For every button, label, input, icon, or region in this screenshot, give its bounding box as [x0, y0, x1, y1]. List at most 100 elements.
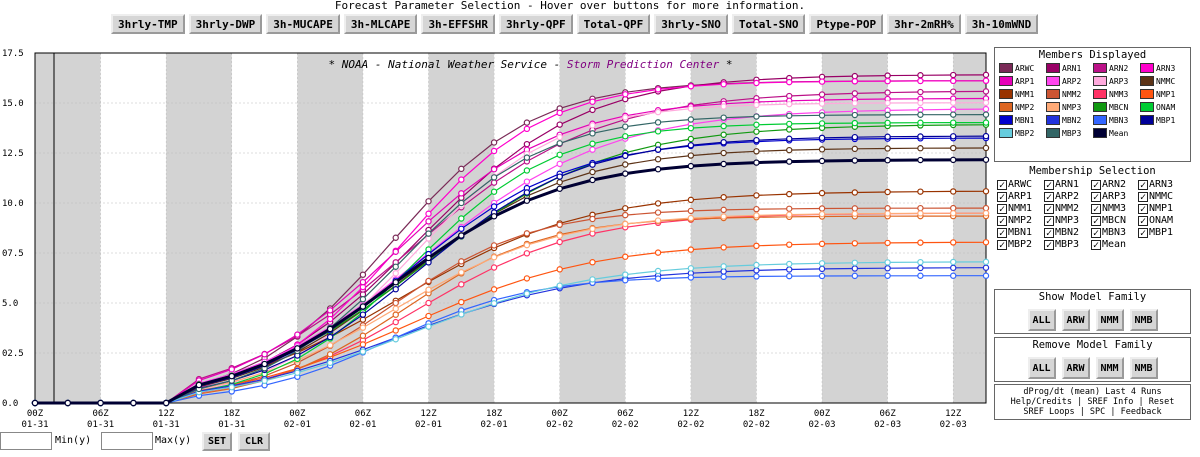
member-checkbox-nmmc[interactable]: ✓ NMMC [1138, 191, 1185, 202]
param-button-3hrly-qpf[interactable]: 3hrly-QPF [499, 14, 573, 34]
point-mbp2 [720, 263, 727, 270]
member-checkbox-arn1[interactable]: ✓ ARN1 [1044, 179, 1091, 190]
remove-nmm-button[interactable]: NMM [1095, 357, 1124, 379]
member-checkbox-mbp1[interactable]: ✓ MBP1 [1138, 227, 1185, 238]
checkbox[interactable]: ✓ [1138, 227, 1148, 239]
member-checkbox-arn3[interactable]: ✓ ARN3 [1138, 179, 1185, 190]
member-checkbox-onam[interactable]: ✓ ONAM [1138, 215, 1185, 226]
remove-family-buttons: ALL ARW NMM NMB [995, 357, 1190, 379]
checkbox[interactable]: ✓ [1044, 179, 1054, 191]
member-checkbox-mbn2[interactable]: ✓ MBN2 [1044, 227, 1091, 238]
min-y-input[interactable] [0, 432, 52, 450]
show-arw-button[interactable]: ARW [1061, 309, 1090, 331]
checkbox[interactable]: ✓ [1138, 215, 1148, 227]
member-checkbox-nmm2[interactable]: ✓ NMM2 [1044, 203, 1091, 214]
point-nmp2 [326, 351, 334, 358]
checkbox[interactable]: ✓ [997, 227, 1007, 239]
checkbox[interactable]: ✓ [1091, 227, 1101, 239]
checkbox-label: ARN2 [1102, 179, 1127, 190]
point-nmp1 [786, 241, 793, 248]
point-arn1 [950, 71, 957, 79]
checkbox[interactable]: ✓ [1091, 179, 1101, 191]
checkbox[interactable]: ✓ [1138, 191, 1148, 203]
checkbox[interactable]: ✓ [1044, 227, 1054, 239]
clr-button[interactable]: CLR [238, 432, 270, 451]
checkbox[interactable]: ✓ [997, 239, 1007, 251]
point-arwc [392, 234, 399, 241]
show-all-button[interactable]: ALL [1027, 309, 1056, 331]
param-button-3h-mlcape[interactable]: 3h-MLCAPE [343, 14, 418, 34]
member-checkbox-nmp2[interactable]: ✓ NMP2 [997, 215, 1044, 226]
help-info-reset-links[interactable]: Help/Credits | SREF Info | Reset [1010, 397, 1175, 407]
legend-swatch [1093, 63, 1107, 73]
param-button-3hrly-sno[interactable]: 3hrly-SNO [654, 14, 728, 34]
show-nmb-button[interactable]: NMB [1129, 309, 1158, 331]
member-checkbox-mbn1[interactable]: ✓ MBN1 [997, 227, 1044, 238]
checkbox-label: ARWC [1008, 179, 1033, 190]
remove-nmb-button[interactable]: NMB [1129, 357, 1158, 379]
checkbox[interactable]: ✓ [1044, 203, 1054, 215]
point-mbn3 [786, 272, 793, 280]
param-button-total-sno[interactable]: Total-SNO [731, 14, 806, 34]
param-button-3hrly-tmp[interactable]: 3hrly-TMP [111, 14, 185, 34]
dprog-link[interactable]: dProg/dt (mean) Last 4 Runs [1023, 387, 1162, 397]
member-checkbox-nmm3[interactable]: ✓ NMM3 [1091, 203, 1138, 214]
checkbox[interactable]: ✓ [1138, 203, 1148, 215]
member-checkbox-nmp1[interactable]: ✓ NMP1 [1138, 203, 1185, 214]
remove-all-button[interactable]: ALL [1027, 357, 1056, 379]
param-button-3h-effshr[interactable]: 3h-EFFSHR [421, 14, 496, 34]
set-button[interactable]: SET [202, 432, 232, 451]
checkbox[interactable]: ✓ [997, 191, 1007, 203]
member-checkbox-mbp3[interactable]: ✓ MBP3 [1044, 239, 1091, 250]
checkbox[interactable]: ✓ [1091, 203, 1101, 215]
param-button-3h-10mwnd[interactable]: 3h-10mWND [964, 14, 1039, 34]
point-arp3 [392, 270, 399, 277]
checkbox[interactable]: ✓ [1091, 191, 1101, 203]
loops-spc-feedback-links[interactable]: SREF Loops | SPC | Feedback [1023, 407, 1162, 417]
member-checkbox-mbp2[interactable]: ✓ MBP2 [997, 239, 1044, 250]
member-checkbox-arn2[interactable]: ✓ ARN2 [1091, 179, 1138, 190]
point-nmp3 [786, 211, 793, 218]
point-mbp3 [622, 123, 629, 130]
checkbox[interactable]: ✓ [1044, 191, 1054, 203]
point-nmp3 [753, 212, 760, 219]
member-checkbox-mbcn[interactable]: ✓ MBCN [1091, 215, 1138, 226]
point-arn2 [982, 88, 990, 95]
legend-item-nmm3: NMM3 [1093, 89, 1140, 99]
param-button-ptype-pop[interactable]: Ptype-POP [809, 14, 884, 34]
point-onam [490, 188, 498, 195]
member-checkbox-nmp3[interactable]: ✓ NMP3 [1044, 215, 1091, 226]
param-button-3h-mucape[interactable]: 3h-MUCAPE [266, 14, 340, 34]
chart-banner: * NOAA - National Weather Service - Stor… [329, 58, 733, 71]
member-checkbox-arp3[interactable]: ✓ ARP3 [1091, 191, 1138, 202]
checkbox[interactable]: ✓ [1091, 215, 1101, 227]
member-checkbox-arwc[interactable]: ✓ ARWC [997, 179, 1044, 190]
member-checkbox-nmm1[interactable]: ✓ NMM1 [997, 203, 1044, 214]
chart-area: 0.0 02.5 5.0 07.5 10.0 12.5 15.0 17.5 00Z 01-31 06… [0, 47, 993, 430]
param-button-3hrly-dwp[interactable]: 3hrly-DWP [188, 14, 263, 34]
max-y-input[interactable] [101, 432, 153, 450]
point-mbn3 [687, 274, 695, 281]
member-checkbox-mean[interactable]: ✓ Mean [1091, 239, 1138, 250]
member-checkbox-arp2[interactable]: ✓ ARP2 [1044, 191, 1091, 202]
show-nmm-button[interactable]: NMM [1095, 309, 1124, 331]
checkbox[interactable]: ✓ [997, 215, 1007, 227]
member-checkbox-mbn3[interactable]: ✓ MBN3 [1091, 227, 1138, 238]
point-nmm2 [458, 258, 465, 265]
member-checkbox-arp1[interactable]: ✓ ARP1 [997, 191, 1044, 202]
checkbox[interactable]: ✓ [1138, 179, 1148, 191]
checkbox[interactable]: ✓ [1091, 239, 1101, 251]
param-button-3hr-2mrh-[interactable]: 3hr-2mRH% [887, 14, 961, 34]
point-arn2 [851, 90, 859, 97]
point-onam [950, 119, 957, 126]
checkbox[interactable]: ✓ [997, 179, 1007, 191]
point-mbn2 [917, 264, 924, 272]
checkbox[interactable]: ✓ [1044, 239, 1054, 251]
remove-arw-button[interactable]: ARW [1061, 357, 1090, 379]
checkbox[interactable]: ✓ [1044, 215, 1054, 227]
point-arn3 [589, 98, 596, 105]
point-arp3 [556, 133, 563, 141]
point-nmm1 [687, 196, 695, 204]
param-button-total-qpf[interactable]: Total-QPF [576, 14, 651, 34]
checkbox[interactable]: ✓ [997, 203, 1007, 215]
